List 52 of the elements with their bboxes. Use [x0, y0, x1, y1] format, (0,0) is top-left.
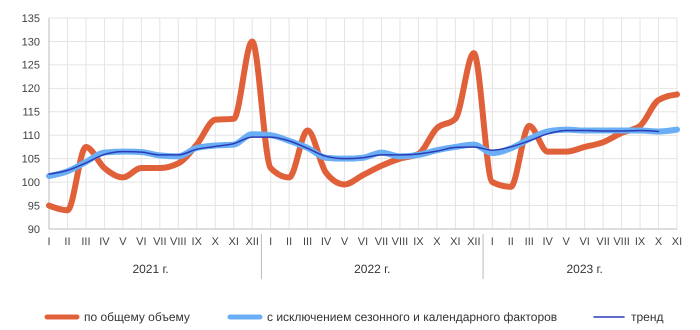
legend-label: по общему объему — [84, 310, 190, 324]
x-tick-label: IX — [634, 236, 646, 248]
y-tick-label: 120 — [22, 83, 40, 96]
x-tick-label: VII — [596, 236, 610, 248]
legend-label: тренд — [631, 310, 664, 324]
y-tick-label: 135 — [22, 12, 40, 25]
y-tick-label: 90 — [28, 224, 40, 236]
legend-label: с исключением сезонного и календарного факторов — [267, 310, 558, 324]
x-tick-label: II — [286, 236, 292, 248]
x-tick-label: X — [654, 236, 663, 248]
x-tick-label: IX — [413, 236, 424, 248]
y-tick-label: 125 — [22, 60, 40, 72]
x-tick-label: IV — [320, 236, 332, 248]
x-tick-label: VII — [374, 236, 388, 248]
line-series — [48, 130, 660, 175]
y-tick-label: 100 — [22, 176, 40, 189]
x-tick-label: VI — [358, 236, 368, 248]
x-tick-label: X — [212, 236, 220, 248]
x-tick-label: VII — [153, 236, 167, 248]
x-tick-label: XI — [450, 236, 461, 248]
y-tick-label: 95 — [28, 200, 40, 212]
x-tick-label: XII — [467, 236, 481, 248]
x-tick-label: III — [81, 236, 91, 248]
x-tick-label: IX — [192, 236, 203, 248]
x-tick-label: VI — [136, 236, 147, 248]
x-tick-label: V — [562, 236, 571, 248]
x-tick-label: I — [269, 236, 272, 248]
text: 2023 г. — [566, 262, 603, 276]
y-tick-label: 110 — [22, 130, 40, 142]
x-tick-label: VIII — [170, 236, 187, 248]
x-tick-label: II — [508, 236, 514, 248]
x-tick-label: VIII — [392, 236, 408, 248]
x-tick-label: V — [119, 236, 128, 248]
x-tick-label: X — [433, 236, 442, 248]
x-tick-label: III — [524, 236, 534, 248]
y-tick-label: 115 — [22, 106, 40, 119]
x-tick-label: VI — [579, 236, 590, 248]
x-tick-label: I — [47, 236, 51, 248]
x-tick-label: IV — [542, 236, 554, 248]
x-tick-label: V — [340, 236, 349, 248]
y-tick-label: 105 — [22, 154, 40, 166]
x-tick-label: VIII — [613, 236, 630, 248]
x-tick-label: XI — [672, 236, 682, 248]
x-tick-label: IV — [99, 236, 110, 248]
text: 2021 г. — [132, 262, 169, 276]
x-tick-label: II — [64, 236, 71, 248]
text: 2022 г. — [354, 262, 390, 276]
y-tick-label: 130 — [22, 36, 40, 48]
x-tick-label: III — [303, 236, 312, 248]
x-tick-label: XI — [228, 236, 239, 248]
x-tick-label: I — [490, 236, 494, 248]
x-tick-label: XII — [245, 236, 259, 248]
